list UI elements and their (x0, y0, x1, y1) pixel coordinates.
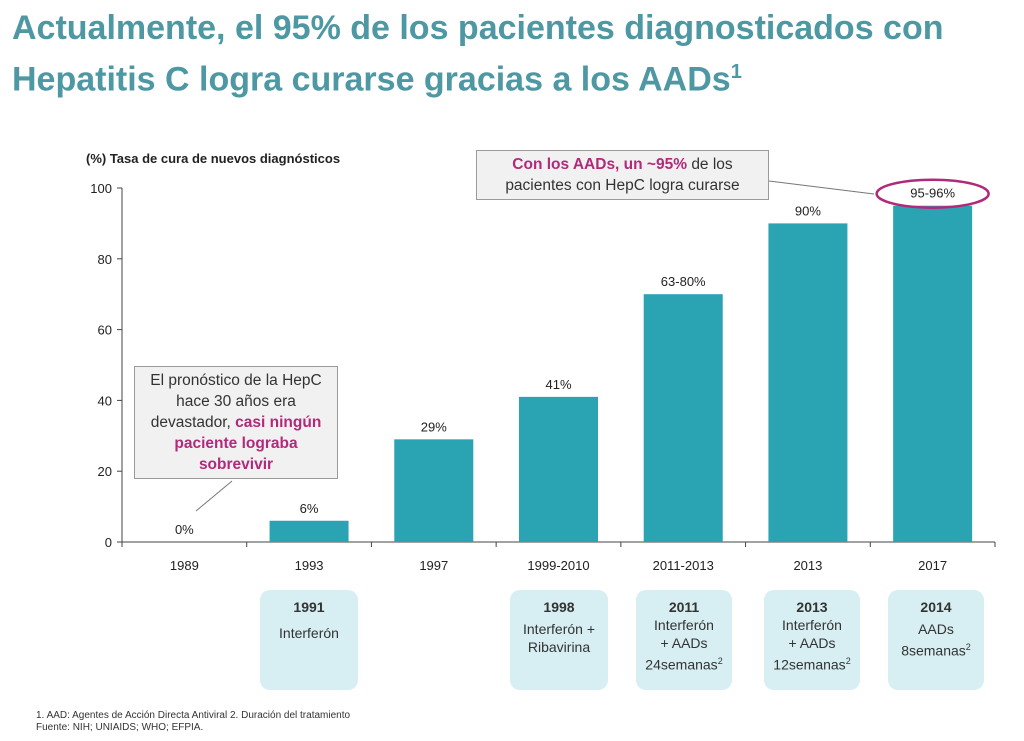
duration-footnote-mark: 2 (845, 656, 851, 666)
treatment-year: 2014 (920, 599, 952, 615)
category-label: 2013 (793, 558, 822, 573)
callout-connector (195, 480, 233, 512)
category-label: 1999-2010 (527, 558, 589, 573)
bar (519, 396, 598, 542)
treatment-line: Interferón (782, 617, 842, 633)
treatment-box-1991: 1991 Interferón (260, 590, 358, 690)
treatment-line: Interferón (654, 617, 714, 633)
title-footnote-mark: 1 (730, 61, 742, 83)
treatment-box-2011: 2011 Interferón + AADs 24semanas2 (636, 590, 732, 690)
category-label: 1997 (419, 558, 448, 573)
treatment-line: Interferón (279, 625, 339, 641)
bar-value-label: 41% (545, 377, 571, 392)
treatment-line: 12semanas2 (764, 652, 860, 674)
y-tick-label: 60 (98, 323, 112, 338)
callout-past-prognosis: El pronóstico de la HepC hace 30 años er… (134, 366, 338, 479)
treatment-duration: 8semanas (901, 642, 966, 659)
treatment-duration: 24semanas (645, 656, 718, 673)
bar-value-label: 90% (795, 203, 821, 218)
y-tick-label: 20 (98, 464, 112, 479)
y-tick-label: 0 (105, 535, 112, 550)
category-label: 1993 (295, 558, 324, 573)
treatment-line: Interferón + (523, 621, 595, 637)
treatment-year: 2011 (668, 599, 700, 615)
bar (768, 223, 848, 542)
callout-past-highlight: casi ningún paciente lograba sobrevivir (174, 414, 322, 473)
treatment-year: 1991 (293, 599, 325, 615)
bar-value-label: 6% (300, 501, 319, 516)
category-label: 2011-2013 (653, 558, 714, 573)
callout-current-highlight: Con los AADs, un ~95% (512, 156, 687, 173)
treatment-line: + AADs (660, 635, 708, 651)
page-title-text: Actualmente, el 95% de los pacientes dia… (12, 9, 944, 99)
bar-value-label: 95-96% (910, 186, 955, 201)
callout-connector (768, 180, 875, 195)
treatment-year: 1998 (543, 599, 575, 615)
y-tick-label: 80 (98, 252, 112, 267)
bar (269, 520, 349, 542)
treatment-line: Ribavirina (527, 639, 591, 655)
treatment-line: + AADs (788, 635, 836, 651)
category-label: 2017 (918, 558, 947, 573)
duration-footnote-mark: 2 (717, 656, 723, 666)
bar (893, 205, 973, 542)
callout-current-text: de los pacientes con HepC logra curarse (505, 156, 740, 194)
y-tick-label: 40 (98, 393, 112, 408)
treatment-duration: 12semanas (773, 656, 846, 673)
footnote-source: Fuente: NIH; UNIAIDS; WHO; EFPIA. (36, 722, 204, 733)
treatment-box-2013: 2013 Interferón + AADs 12semanas2 (764, 590, 860, 690)
duration-footnote-mark: 2 (965, 642, 971, 652)
treatment-line: 8semanas2 (888, 638, 984, 660)
y-tick-label: 100 (90, 181, 112, 196)
category-label: 1989 (170, 558, 199, 573)
treatment-year: 2013 (796, 599, 828, 615)
bar-value-label: 0% (175, 522, 194, 537)
footnotes: 1. AAD: Agentes de Acción Directa Antivi… (36, 710, 350, 734)
bar (394, 439, 474, 542)
treatment-line: AADs (918, 621, 954, 637)
callout-current-cure: Con los AADs, un ~95% de los pacientes c… (476, 150, 769, 200)
callout-past-text: El pronóstico de la HepC hace 30 años er… (150, 372, 322, 431)
bar-value-label: 63-80% (661, 274, 706, 289)
page-title: Actualmente, el 95% de los pacientes dia… (12, 6, 1012, 101)
bar-value-label: 29% (421, 419, 447, 434)
bar (643, 294, 723, 542)
chart-title: (%) Tasa de cura de nuevos diagnósticos (86, 151, 341, 166)
footnote-definitions: 1. AAD: Agentes de Acción Directa Antivi… (36, 710, 351, 721)
highlight-ellipse (875, 178, 990, 209)
treatment-line: 24semanas2 (636, 652, 732, 674)
treatment-box-2014: 2014 AADs 8semanas2 (888, 590, 984, 690)
treatment-box-1998: 1998 Interferón + Ribavirina (510, 590, 608, 690)
